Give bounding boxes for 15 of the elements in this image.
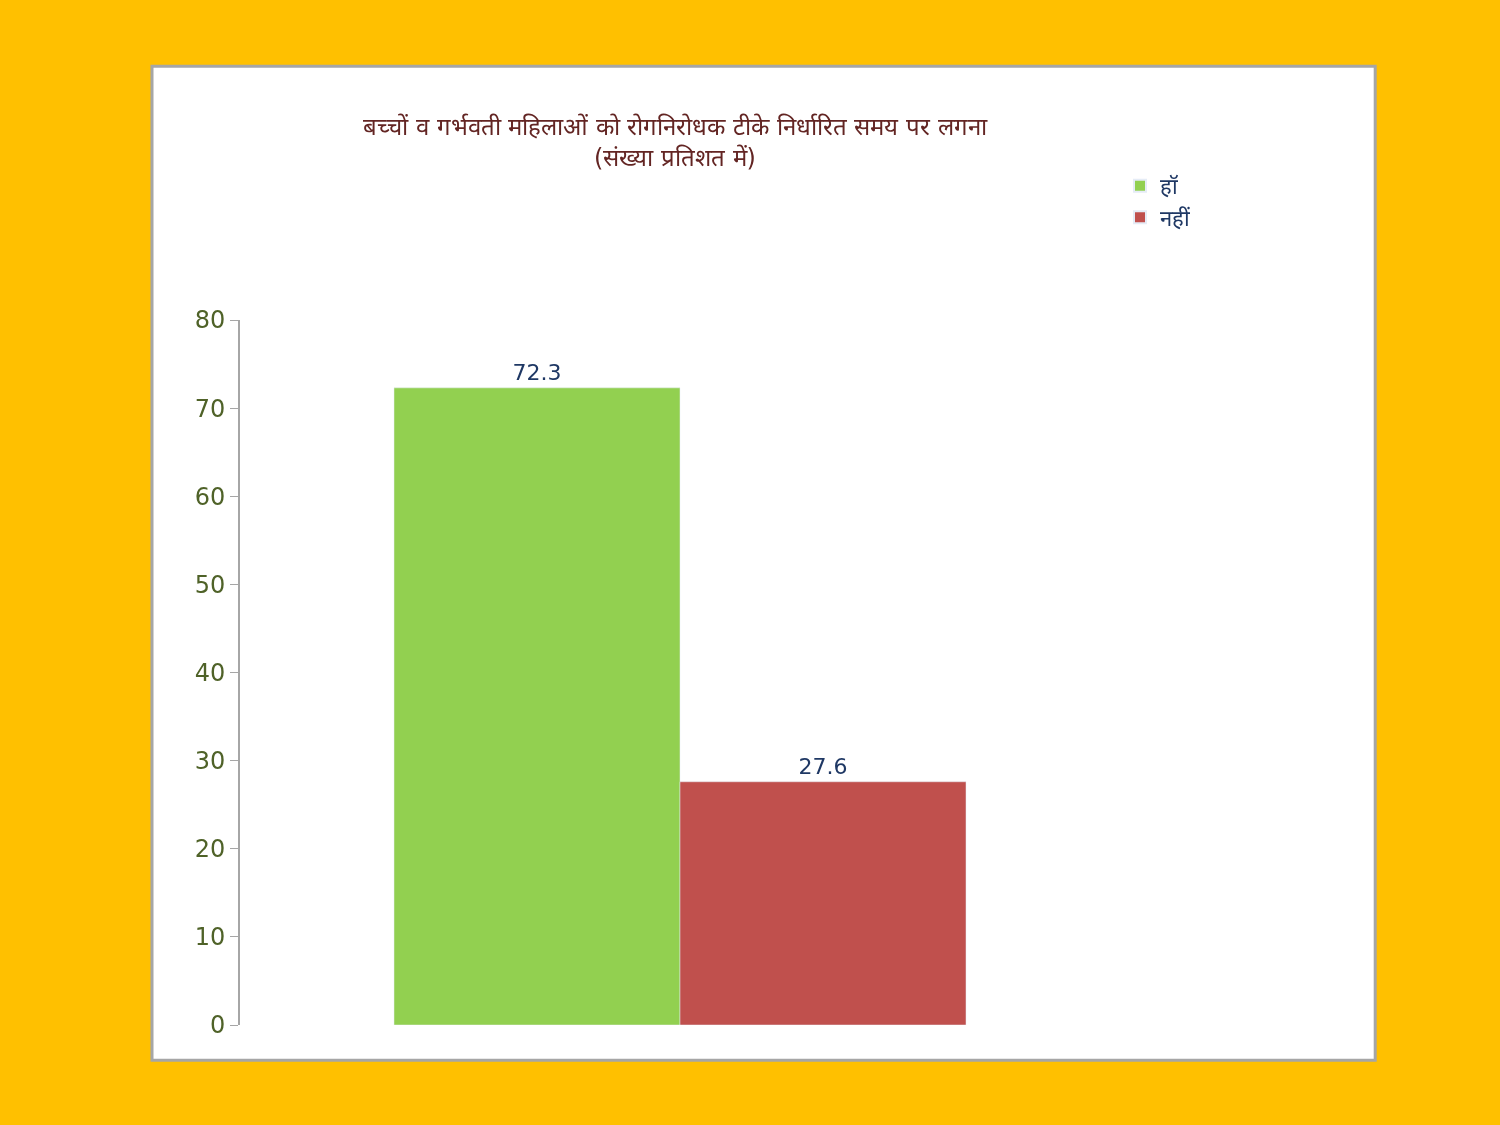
y-tick-label: 40 [194,658,226,687]
legend-label: हॉ [1160,174,1179,200]
y-tick-label: 20 [194,835,226,864]
y-tick-label: 10 [194,923,226,952]
y-tick-label: 0 [209,1011,226,1040]
y-tick-label: 70 [194,394,226,423]
y-tick-label: 80 [194,306,226,335]
legend-label: नहीं [1160,205,1190,231]
y-tick-label: 30 [194,747,226,776]
y-tick-label: 50 [194,570,226,599]
chart-subtitle: (संख्या प्रतिशत में) [594,144,756,173]
data-label: 72.3 [512,359,562,385]
y-tick-label: 60 [194,482,226,511]
chart-title: बच्चों व गर्भवती महिलाओं को रोगनिरोधक टीके निर्धारित समय पर लगना [363,113,988,141]
data-label: 27.6 [798,753,848,779]
